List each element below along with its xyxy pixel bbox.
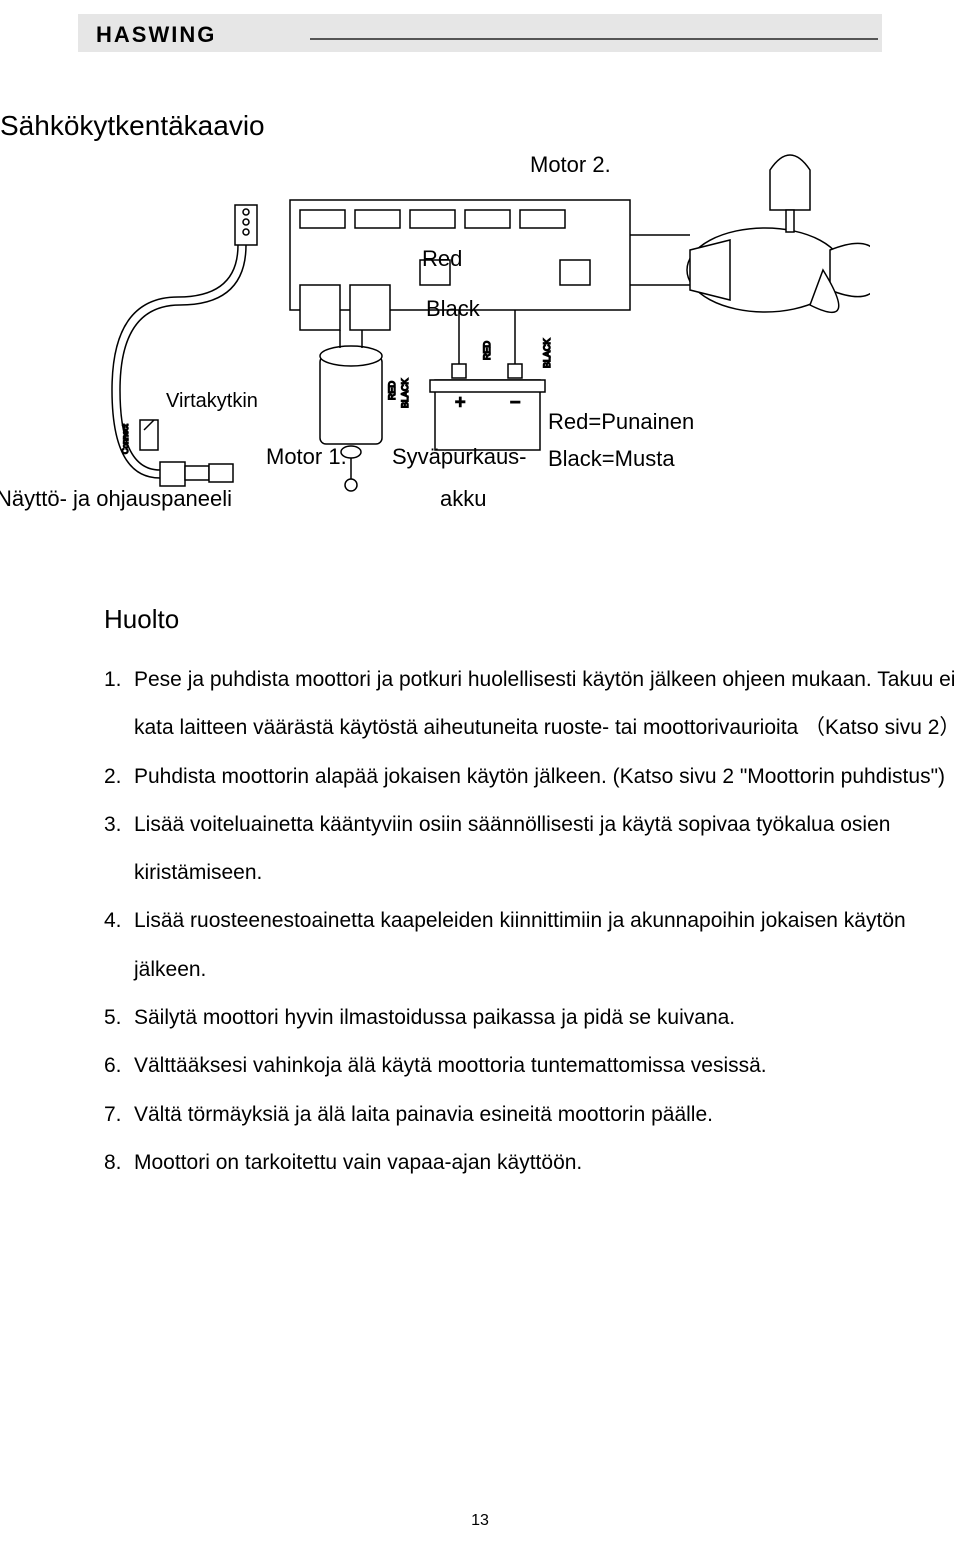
label-syvapurkaus: Syväpurkaus- bbox=[392, 444, 527, 470]
item-number: 2. bbox=[104, 753, 134, 801]
item-text: Lisää voiteluainetta kääntyviin osiin sä… bbox=[134, 801, 960, 898]
label-connect: Connect bbox=[121, 423, 130, 454]
item-text: Pese ja puhdista moottori ja potkuri huo… bbox=[134, 656, 960, 753]
list-item: 7. Vältä törmäyksiä ja älä laita painavi… bbox=[104, 1091, 960, 1139]
label-red-wire2: RED bbox=[482, 340, 492, 360]
huolto-list: 1. Pese ja puhdista moottori ja potkuri … bbox=[104, 656, 960, 1187]
page-number: 13 bbox=[0, 1512, 960, 1530]
item-number: 6. bbox=[104, 1042, 134, 1090]
item-number: 4. bbox=[104, 897, 134, 994]
wiring-diagram: Connect RED BLACK + − RED BLACK bbox=[90, 130, 870, 600]
logo-text: HASWING bbox=[96, 22, 216, 48]
label-red: Red bbox=[422, 246, 462, 272]
item-number: 1. bbox=[104, 656, 134, 753]
list-item: 5. Säilytä moottori hyvin ilmastoidussa … bbox=[104, 994, 960, 1042]
list-item: 1. Pese ja puhdista moottori ja potkuri … bbox=[104, 656, 960, 753]
minus-icon: − bbox=[510, 392, 521, 412]
logo: HASWING bbox=[96, 22, 216, 48]
huolto-title: Huolto bbox=[104, 604, 179, 635]
label-black-wire1: BLACK bbox=[400, 378, 410, 408]
item-number: 7. bbox=[104, 1091, 134, 1139]
item-text: Vältä törmäyksiä ja älä laita painavia e… bbox=[134, 1091, 960, 1139]
item-text: Moottori on tarkoitettu vain vapaa-ajan … bbox=[134, 1139, 960, 1187]
logo-divider-line bbox=[310, 38, 878, 40]
list-item: 2. Puhdista moottorin alapää jokaisen kä… bbox=[104, 753, 960, 801]
list-item: 6. Välttääksesi vahinkoja älä käytä moot… bbox=[104, 1042, 960, 1090]
label-black-musta: Black=Musta bbox=[548, 446, 675, 472]
label-nayto: Näyttö- ja ohjauspaneeli bbox=[0, 486, 232, 512]
item-text: Säilytä moottori hyvin ilmastoidussa pai… bbox=[134, 994, 960, 1042]
label-motor2: Motor 2. bbox=[530, 152, 611, 178]
label-black: Black bbox=[426, 296, 480, 322]
label-motor1: Motor 1. bbox=[266, 444, 347, 470]
label-black-wire2: BLACK bbox=[542, 338, 552, 368]
item-text: Puhdista moottorin alapää jokaisen käytö… bbox=[134, 753, 960, 801]
list-item: 4. Lisää ruosteenestoainetta kaapeleiden… bbox=[104, 897, 960, 994]
item-number: 3. bbox=[104, 801, 134, 898]
label-akku: akku bbox=[440, 486, 486, 512]
list-item: 8. Moottori on tarkoitettu vain vapaa-aj… bbox=[104, 1139, 960, 1187]
label-red-punainen: Red=Punainen bbox=[548, 409, 694, 435]
item-text: Välttääksesi vahinkoja älä käytä moottor… bbox=[134, 1042, 960, 1090]
diagram-svg: Connect RED BLACK + − RED BLACK bbox=[90, 130, 870, 600]
item-text: Lisää ruosteenestoainetta kaapeleiden ki… bbox=[134, 897, 960, 994]
plus-icon: + bbox=[455, 392, 466, 412]
item-number: 8. bbox=[104, 1139, 134, 1187]
list-item: 3. Lisää voiteluainetta kääntyviin osiin… bbox=[104, 801, 960, 898]
header-bar: HASWING bbox=[78, 14, 882, 52]
item-number: 5. bbox=[104, 994, 134, 1042]
label-virtakytkin: Virtakytkin bbox=[166, 390, 258, 413]
label-red-wire1: RED bbox=[387, 380, 397, 400]
